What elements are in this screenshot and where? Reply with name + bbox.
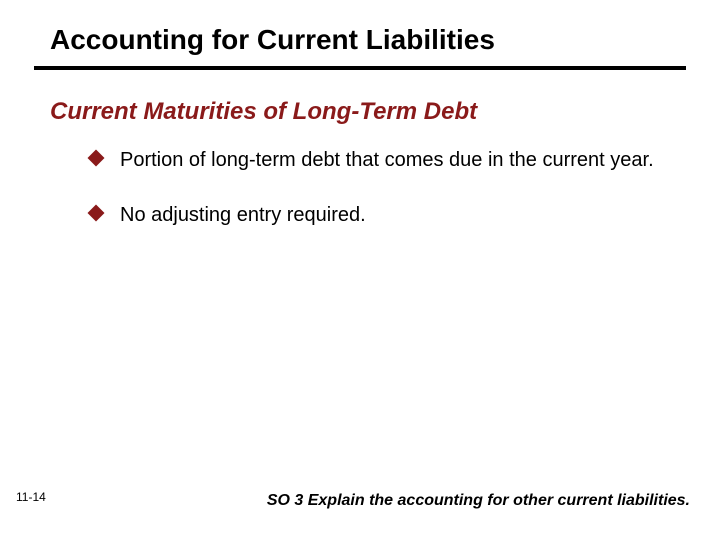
diamond-bullet-icon: [88, 205, 105, 222]
list-item: Portion of long-term debt that comes due…: [90, 146, 660, 175]
footer-objective: SO 3 Explain the accounting for other cu…: [267, 492, 690, 510]
bullet-list: Portion of long-term debt that comes due…: [90, 146, 660, 256]
diamond-bullet-icon: [88, 150, 105, 167]
slide-subtitle: Current Maturities of Long-Term Debt: [50, 98, 477, 126]
bullet-text: Portion of long-term debt that comes due…: [120, 146, 654, 175]
bullet-text: No adjusting entry required.: [120, 201, 366, 230]
page-number: 11-14: [16, 490, 46, 504]
title-underline: [34, 66, 686, 70]
slide: Accounting for Current Liabilities Curre…: [0, 0, 720, 540]
list-item: No adjusting entry required.: [90, 201, 660, 230]
slide-title: Accounting for Current Liabilities: [50, 24, 495, 56]
